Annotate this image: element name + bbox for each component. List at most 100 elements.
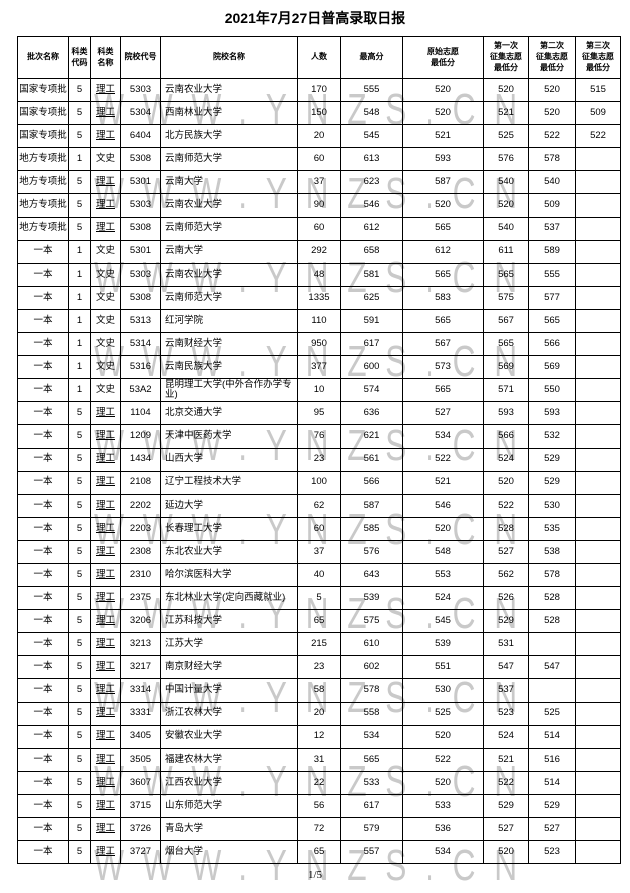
cell-college-code: 5303 <box>120 262 161 287</box>
cell-batch-name: 一本 <box>17 747 69 772</box>
cell-third-collect-min <box>575 470 621 495</box>
cell-batch-name: 国家专项批 <box>17 101 69 126</box>
cell-count: 22 <box>297 770 341 795</box>
cell-batch-name: 国家专项批 <box>17 77 69 103</box>
column-header-third-collect-min: 第三次 征集志愿 最低分 <box>575 36 621 79</box>
cell-max-score: 545 <box>340 124 403 149</box>
cell-max-score: 578 <box>340 678 403 703</box>
cell-subject-code: 5 <box>68 609 91 634</box>
cell-second-collect-min: 514 <box>528 770 576 795</box>
column-header-subject-name: 科类 名称 <box>90 36 121 79</box>
cell-college-code: 1434 <box>120 447 161 472</box>
cell-original-min: 525 <box>402 701 484 726</box>
cell-original-min: 520 <box>402 77 484 103</box>
cell-max-score: 548 <box>340 101 403 126</box>
cell-subject-code: 5 <box>68 701 91 726</box>
cell-subject-name: 理工 <box>90 770 121 795</box>
cell-second-collect-min <box>528 632 576 657</box>
cell-original-min: 546 <box>402 493 484 518</box>
table-row: 一本 5 理工 3726 青岛大学 72 579 536 527 527 <box>17 816 621 842</box>
cell-first-collect-min: 566 <box>483 424 529 449</box>
cell-subject-code: 5 <box>68 816 91 842</box>
cell-subject-name: 理工 <box>90 678 121 703</box>
cell-max-score: 591 <box>340 308 403 334</box>
cell-batch-name: 一本 <box>17 770 69 795</box>
cell-original-min: 522 <box>402 747 484 772</box>
cell-subject-code: 1 <box>68 239 91 264</box>
table-row: 一本 1 文史 53A2 昆明理工大学(中外合作办学专业) 10 574 565 571 550 <box>17 378 621 403</box>
cell-college-name: 云南农业大学 <box>160 77 298 103</box>
cell-max-score: 600 <box>340 355 403 380</box>
cell-max-score: 610 <box>340 632 403 657</box>
cell-third-collect-min <box>575 285 621 310</box>
cell-first-collect-min: 527 <box>483 539 529 564</box>
cell-third-collect-min <box>575 239 621 264</box>
cell-third-collect-min <box>575 562 621 588</box>
cell-first-collect-min: 569 <box>483 355 529 380</box>
cell-subject-code: 1 <box>68 262 91 287</box>
table-row: 一本 5 理工 3331 浙江农林大学 20 558 525 523 525 <box>17 701 621 726</box>
cell-college-code: 5316 <box>120 355 161 380</box>
cell-max-score: 581 <box>340 262 403 287</box>
cell-count: 5 <box>297 586 341 611</box>
cell-count: 31 <box>297 747 341 772</box>
cell-third-collect-min <box>575 262 621 287</box>
cell-count: 170 <box>297 77 341 103</box>
cell-first-collect-min: 565 <box>483 262 529 287</box>
cell-batch-name: 一本 <box>17 332 69 357</box>
cell-batch-name: 地方专项批 <box>17 147 69 172</box>
table-row: 一本 5 理工 2308 东北农业大学 37 576 548 527 538 <box>17 539 621 564</box>
cell-count: 58 <box>297 678 341 703</box>
cell-subject-name: 理工 <box>90 701 121 726</box>
cell-batch-name: 国家专项批 <box>17 124 69 149</box>
cell-batch-name: 地方专项批 <box>17 216 69 241</box>
cell-subject-name: 文史 <box>90 308 121 334</box>
cell-third-collect-min <box>575 793 621 819</box>
cell-subject-code: 5 <box>68 632 91 657</box>
cell-college-code: 3726 <box>120 816 161 842</box>
column-header-first-collect-min: 第一次 征集志愿 最低分 <box>483 36 529 79</box>
cell-original-min: 593 <box>402 147 484 172</box>
cell-second-collect-min: 565 <box>528 308 576 334</box>
cell-original-min: 520 <box>402 101 484 126</box>
cell-count: 40 <box>297 562 341 588</box>
cell-college-name: 辽宁工程技术大学 <box>160 470 298 495</box>
cell-first-collect-min: 540 <box>483 170 529 195</box>
cell-batch-name: 一本 <box>17 447 69 472</box>
cell-third-collect-min <box>575 147 621 172</box>
cell-batch-name: 一本 <box>17 793 69 819</box>
column-header-max-score: 最高分 <box>340 36 403 79</box>
cell-college-name: 安徽农业大学 <box>160 724 298 749</box>
cell-subject-name: 理工 <box>90 562 121 588</box>
cell-college-name: 东北农业大学 <box>160 539 298 564</box>
cell-third-collect-min <box>575 632 621 657</box>
cell-max-score: 658 <box>340 239 403 264</box>
cell-subject-name: 理工 <box>90 816 121 842</box>
cell-max-score: 623 <box>340 170 403 195</box>
cell-college-name: 南京财经大学 <box>160 655 298 680</box>
cell-college-code: 5308 <box>120 285 161 310</box>
cell-batch-name: 一本 <box>17 701 69 726</box>
cell-college-name: 江苏大学 <box>160 632 298 657</box>
cell-max-score: 621 <box>340 424 403 449</box>
cell-count: 10 <box>297 378 341 403</box>
cell-batch-name: 一本 <box>17 840 69 865</box>
table-row: 一本 1 文史 5308 云南师范大学 1335 625 583 575 577 <box>17 285 621 310</box>
cell-college-code: 5308 <box>120 216 161 241</box>
cell-subject-code: 5 <box>68 678 91 703</box>
cell-subject-name: 文史 <box>90 239 121 264</box>
cell-second-collect-min: 529 <box>528 470 576 495</box>
cell-max-score: 533 <box>340 770 403 795</box>
cell-subject-name: 理工 <box>90 401 121 426</box>
cell-original-min: 565 <box>402 262 484 287</box>
cell-batch-name: 一本 <box>17 355 69 380</box>
cell-subject-code: 5 <box>68 539 91 564</box>
cell-second-collect-min: 535 <box>528 516 576 541</box>
cell-college-name: 延边大学 <box>160 493 298 518</box>
cell-batch-name: 地方专项批 <box>17 193 69 218</box>
cell-third-collect-min <box>575 655 621 680</box>
cell-subject-name: 理工 <box>90 216 121 241</box>
cell-first-collect-min: 527 <box>483 816 529 842</box>
cell-third-collect-min <box>575 586 621 611</box>
cell-third-collect-min <box>575 424 621 449</box>
